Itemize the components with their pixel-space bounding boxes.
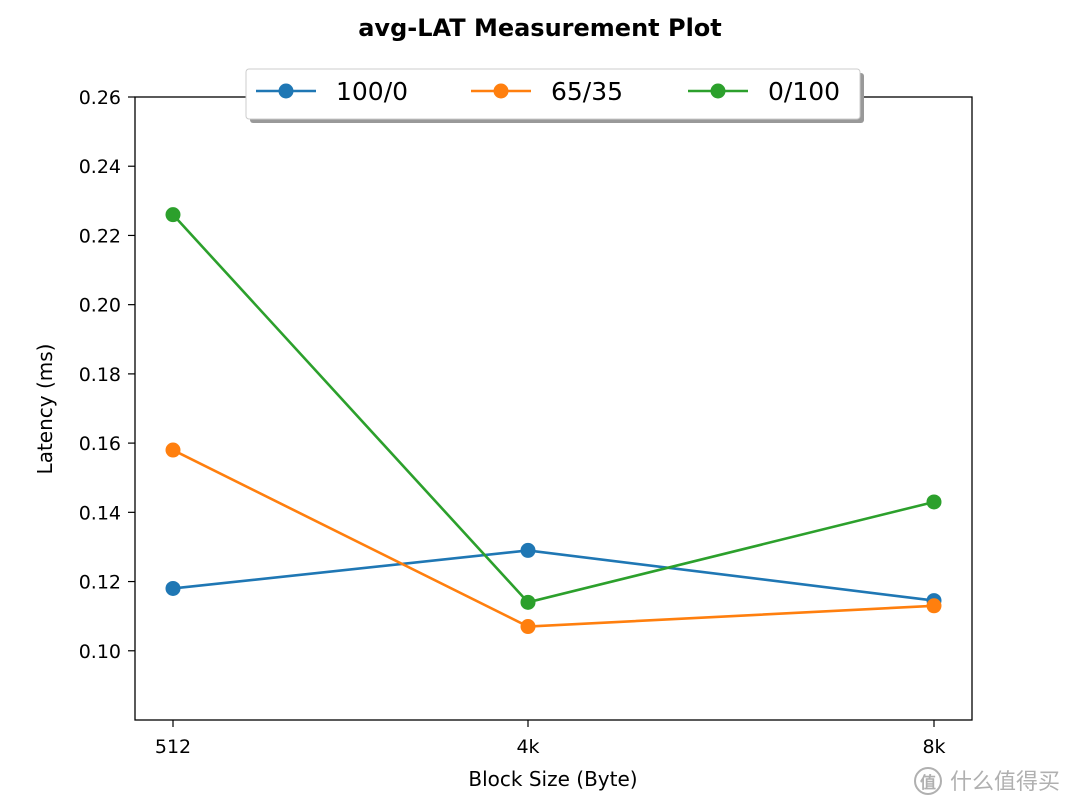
legend: 100/0 65/35 0/100 xyxy=(245,68,864,123)
y-axis-ticks: 0.10 0.12 0.14 0.16 0.18 0.20 0.22 0.24 0.26 xyxy=(79,87,135,663)
x-axis-ticks: 512 4k 8k xyxy=(155,720,946,758)
y-tick-label: 0.16 xyxy=(79,433,121,455)
y-tick-label: 0.20 xyxy=(79,295,121,317)
y-tick-label: 0.22 xyxy=(79,225,121,247)
watermark: 值 什么值得买 xyxy=(914,767,1060,795)
legend-marker-100/0 xyxy=(278,83,294,99)
data-point-0/100-4k xyxy=(520,594,536,610)
data-point-100/0-512 xyxy=(165,580,181,596)
x-tick-label: 8k xyxy=(922,736,945,758)
chart-title: avg-LAT Measurement Plot xyxy=(358,14,722,42)
legend-marker-65/35 xyxy=(493,83,509,99)
data-point-0/100-512 xyxy=(165,207,181,223)
legend-label: 0/100 xyxy=(768,77,840,106)
watermark-text: 什么值得买 xyxy=(950,770,1060,795)
y-axis-label: Latency (ms) xyxy=(33,344,57,475)
y-tick-label: 0.26 xyxy=(79,87,121,109)
y-tick-label: 0.10 xyxy=(79,641,121,663)
y-tick-label: 0.24 xyxy=(79,156,121,178)
legend-label: 100/0 xyxy=(336,77,408,106)
series-layer xyxy=(165,207,942,635)
x-tick-label: 512 xyxy=(155,736,191,758)
legend-label: 65/35 xyxy=(551,77,623,106)
data-point-0/100-8k xyxy=(926,494,942,510)
data-point-65/35-512 xyxy=(165,442,181,458)
x-tick-label: 4k xyxy=(516,736,539,758)
y-tick-label: 0.14 xyxy=(79,502,121,524)
data-point-65/35-8k xyxy=(926,598,942,614)
worth-buying-logo-icon xyxy=(914,767,942,795)
y-tick-label: 0.12 xyxy=(79,572,121,594)
svg-text:值: 值 xyxy=(920,773,936,792)
y-tick-label: 0.18 xyxy=(79,364,121,386)
legend-marker-0/100 xyxy=(710,83,726,99)
legend-box xyxy=(245,68,861,120)
data-point-65/35-4k xyxy=(520,619,536,635)
data-point-100/0-4k xyxy=(520,542,536,558)
x-axis-label: Block Size (Byte) xyxy=(468,767,637,791)
